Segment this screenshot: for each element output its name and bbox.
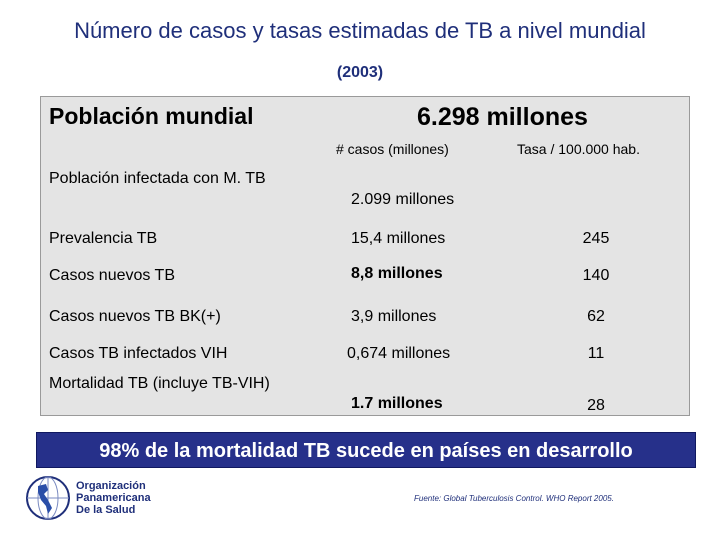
- row-cases-hiv: 0,674 millones: [347, 345, 451, 362]
- tb-statistics-table: Población mundial 6.298 millones # casos…: [40, 96, 690, 416]
- row-cases-mortality: 1.7 millones: [351, 395, 443, 412]
- world-population-label: Población mundial: [49, 103, 254, 129]
- row-cases-prevalence: 15,4 millones: [351, 230, 446, 247]
- slide-subtitle: (2003): [336, 64, 384, 81]
- row-cases-infected: 2.099 millones: [351, 191, 455, 208]
- row-rate-mortality: 28: [587, 397, 605, 414]
- organization-line-1: Organización: [76, 480, 146, 492]
- row-rate-hiv: 11: [587, 345, 605, 362]
- world-population-value: 6.298 millones: [417, 103, 588, 131]
- slide-title: Número de casos y tasas estimadas de TB …: [74, 18, 646, 43]
- row-cases-new-cases-bk: 3,9 millones: [351, 308, 437, 325]
- column-header-rate: Tasa / 100.000 hab.: [517, 141, 640, 157]
- paho-globe-logo-icon: [26, 476, 70, 520]
- organization-line-2: Panamericana: [76, 492, 151, 504]
- mortality-banner: 98% de la mortalidad TB sucede en países…: [36, 432, 696, 468]
- organization-line-3: De la Salud: [76, 504, 136, 516]
- column-header-cases: # casos (millones): [336, 141, 449, 157]
- row-label-infected: Población infectada con M. TB: [49, 170, 266, 187]
- row-rate-prevalence: 245: [582, 230, 610, 247]
- row-label-new-cases: Casos nuevos TB: [49, 267, 175, 284]
- row-cases-new-cases: 8,8 millones: [351, 265, 443, 282]
- row-label-new-cases-bk: Casos nuevos TB BK(+): [49, 308, 221, 325]
- row-rate-new-cases: 140: [582, 267, 610, 284]
- row-label-hiv: Casos TB infectados VIH: [49, 345, 228, 362]
- row-label-mortality: Mortalidad TB (incluye TB-VIH): [49, 375, 270, 392]
- source-citation: Fuente: Global Tuberculosis Control. WHO…: [414, 494, 614, 503]
- organization-name: Organización Panamericana De la Salud: [76, 480, 151, 516]
- row-rate-new-cases-bk: 62: [587, 308, 605, 325]
- row-label-prevalence: Prevalencia TB: [49, 230, 158, 247]
